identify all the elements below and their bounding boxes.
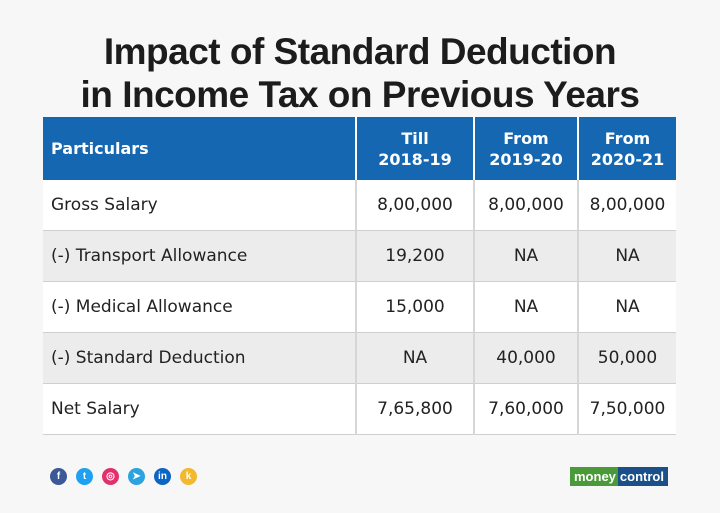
value-cell: 8,00,000 [356,180,475,231]
value-cell: NA [578,281,676,333]
header-text: From [503,128,549,148]
particular-cell: Net Salary [43,383,357,435]
header-text: Particulars [51,139,149,158]
koo-icon[interactable]: k [180,468,197,485]
header-from-2020-21: From 2020-21 [578,117,676,180]
particular-cell: (-) Medical Allowance [43,281,357,333]
header-text: 2019-20 [489,149,563,169]
instagram-icon[interactable]: ◎ [102,468,119,485]
title-line-2: in Income Tax on Previous Years [80,74,640,115]
telegram-icon[interactable]: ➤ [128,468,145,485]
value-cell: NA [578,230,676,282]
value-cell: NA [474,230,579,282]
value-cell: 7,60,000 [474,383,579,435]
header-row: Particulars Till 2018-19 From 2019-20 From… [43,117,676,180]
table-row: Net Salary 7,65,800 7,60,000 7,50,000 [43,383,676,435]
value-cell: 50,000 [578,332,676,384]
value-cell: 7,65,800 [356,383,475,435]
logo-part-money: money [570,467,618,486]
particular-cell: (-) Transport Allowance [43,230,357,282]
value-cell: 7,50,000 [578,383,676,435]
header-text: 2018-19 [378,149,452,169]
header-from-2019-20: From 2019-20 [474,117,579,180]
table-row: (-) Transport Allowance 19,200 NA NA [43,230,676,282]
page-title: Impact of Standard Deduction in Income T… [0,30,720,116]
value-cell: 8,00,000 [578,180,676,231]
value-cell: 40,000 [474,332,579,384]
value-cell: NA [356,332,475,384]
value-cell: 8,00,000 [474,180,579,231]
header-text: 2020-21 [590,149,665,169]
header-text: From [604,128,651,148]
linkedin-icon[interactable]: in [154,468,171,485]
twitter-icon[interactable]: t [76,468,93,485]
value-cell: 15,000 [356,281,475,333]
particular-cell: (-) Standard Deduction [43,332,357,384]
deduction-table: Particulars Till 2018-19 From 2019-20 From… [43,117,676,435]
logo-part-control: control [617,467,668,486]
social-icons: f t ◎ ➤ in k [50,468,197,485]
header-till-2018-19: Till 2018-19 [356,117,475,180]
title-line-1: Impact of Standard Deduction [103,31,617,72]
moneycontrol-logo: money control [570,467,668,486]
table-row: (-) Standard Deduction NA 40,000 50,000 [43,332,676,384]
header-text: Till [401,128,429,148]
table-row: (-) Medical Allowance 15,000 NA NA [43,281,676,333]
table-row: Gross Salary 8,00,000 8,00,000 8,00,000 [43,180,676,231]
header-particulars: Particulars [43,117,357,180]
facebook-icon[interactable]: f [50,468,67,485]
value-cell: NA [474,281,579,333]
particular-cell: Gross Salary [43,180,357,231]
value-cell: 19,200 [356,230,475,282]
